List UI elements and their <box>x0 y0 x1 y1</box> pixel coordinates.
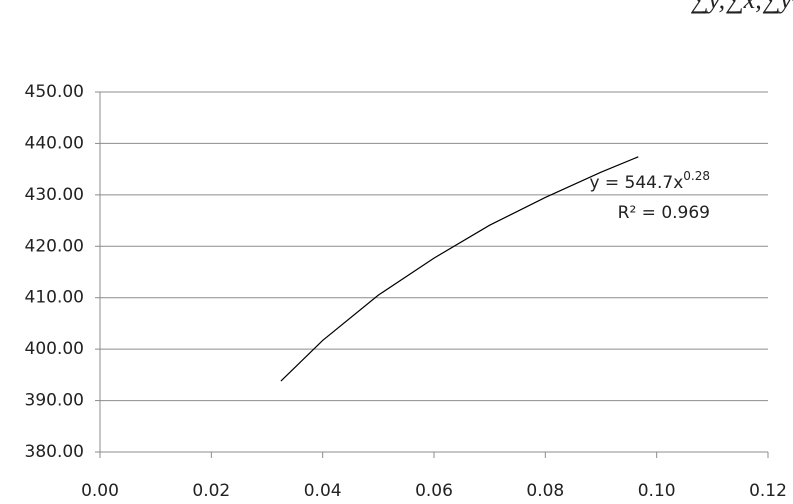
x-tick-label: 0.10 <box>638 481 676 501</box>
x-tick-label: 0.04 <box>304 481 342 501</box>
header-formula: ∑y,∑x,∑y²,∑ <box>690 0 793 14</box>
chart: ∑y,∑x,∑y²,∑ y = 544.7x0.28 R² = 0.969 38… <box>0 0 793 504</box>
y-tick-label: 430.00 <box>25 185 84 205</box>
y-tick-label: 450.00 <box>25 82 84 102</box>
x-tick-label: 0.02 <box>192 481 230 501</box>
x-tick-label: 0.12 <box>749 481 787 501</box>
r-squared: R² = 0.969 <box>618 203 710 223</box>
x-tick-label: 0.00 <box>81 481 119 501</box>
y-tick-label: 410.00 <box>25 288 84 308</box>
y-tick-label: 390.00 <box>25 391 84 411</box>
x-tick-label: 0.08 <box>526 481 564 501</box>
y-tick-label: 420.00 <box>25 236 84 256</box>
y-tick-label: 380.00 <box>25 442 84 462</box>
equation-exponent: 0.28 <box>683 169 710 183</box>
trend-equation: y = 544.7x0.28 <box>589 169 710 194</box>
y-tick-label: 440.00 <box>25 133 84 153</box>
page: ∑y,∑x,∑y²,∑ y = 544.7x0.28 R² = 0.969 38… <box>0 0 793 504</box>
trend-line <box>281 157 638 381</box>
x-tick-label: 0.06 <box>415 481 453 501</box>
y-tick-label: 400.00 <box>25 339 84 359</box>
equation-text: y = 544.7x <box>589 173 683 193</box>
